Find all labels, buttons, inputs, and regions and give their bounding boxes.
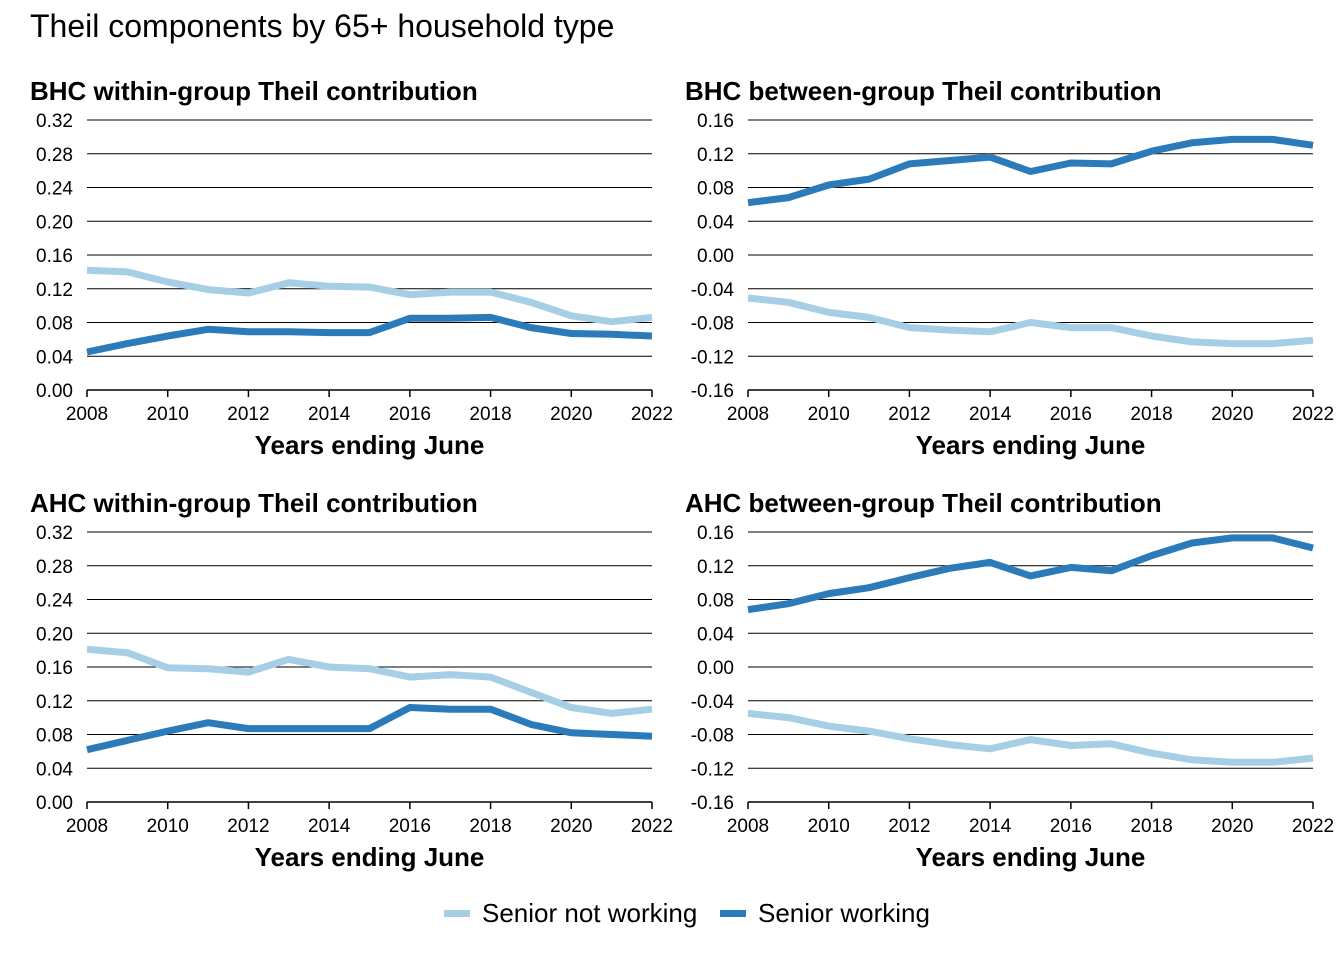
y-tick-label: 0.00 — [697, 658, 734, 679]
chart-title: BHC between-group Theil contribution — [685, 76, 1162, 106]
y-tick-label: 0.04 — [697, 212, 734, 233]
x-tick-label: 2010 — [147, 816, 189, 837]
page-title: Theil components by 65+ household type — [30, 8, 615, 44]
y-tick-label: 0.12 — [697, 145, 734, 166]
y-tick-label: 0.24 — [36, 179, 73, 200]
y-tick-label: 0.16 — [697, 111, 734, 132]
y-tick-label: 0.00 — [697, 246, 734, 267]
x-tick-label: 2016 — [389, 404, 431, 425]
x-axis-label: Years ending June — [916, 842, 1146, 872]
legend-item-senior-not-working: Senior not working — [444, 898, 697, 929]
y-tick-label: 0.08 — [697, 179, 734, 200]
y-tick-label: 0.28 — [36, 557, 73, 578]
x-tick-label: 2012 — [888, 404, 930, 425]
y-tick-label: 0.24 — [36, 591, 73, 612]
x-tick-label: 2022 — [631, 816, 673, 837]
series-line-senior-working — [747, 534, 1314, 614]
y-tick-label: 0.12 — [36, 692, 73, 713]
x-tick-label: 2008 — [66, 404, 108, 425]
y-tick-label: 0.00 — [36, 381, 73, 402]
x-tick-label: 2016 — [1050, 404, 1092, 425]
x-tick-label: 2020 — [550, 816, 592, 837]
x-tick-label: 2008 — [727, 816, 769, 837]
y-tick-label: -0.16 — [691, 381, 734, 402]
x-tick-label: 2022 — [1292, 816, 1334, 837]
x-tick-label: 2022 — [1292, 404, 1334, 425]
series-line-senior-not-working — [86, 645, 653, 717]
y-tick-label: 0.16 — [36, 658, 73, 679]
series-line-senior-working — [747, 135, 1314, 207]
chart-title: AHC within-group Theil contribution — [30, 488, 478, 518]
y-tick-label: 0.04 — [36, 759, 73, 780]
y-tick-label: -0.08 — [691, 726, 734, 747]
x-tick-label: 2020 — [1211, 816, 1253, 837]
x-tick-label: 2020 — [1211, 404, 1253, 425]
x-tick-label: 2016 — [389, 816, 431, 837]
y-tick-label: 0.08 — [697, 591, 734, 612]
x-tick-label: 2016 — [1050, 816, 1092, 837]
y-tick-label: -0.08 — [691, 314, 734, 335]
y-tick-label: 0.28 — [36, 145, 73, 166]
x-tick-label: 2014 — [969, 404, 1012, 425]
y-tick-label: -0.16 — [691, 793, 734, 814]
x-tick-label: 2018 — [1130, 404, 1172, 425]
series-line-senior-not-working — [747, 709, 1314, 766]
y-tick-label: 0.32 — [36, 111, 73, 132]
legend-label: Senior working — [758, 898, 930, 928]
y-tick-label: 0.20 — [36, 212, 73, 233]
y-tick-label: 0.12 — [697, 557, 734, 578]
x-tick-label: 2008 — [727, 404, 769, 425]
chart-title: BHC within-group Theil contribution — [30, 76, 478, 106]
y-tick-label: 0.32 — [36, 523, 73, 544]
y-tick-label: -0.12 — [691, 347, 734, 368]
y-tick-label: 0.12 — [36, 280, 73, 301]
x-axis-label: Years ending June — [255, 430, 485, 460]
series-line-senior-working — [86, 313, 653, 356]
legend-label: Senior not working — [482, 898, 698, 928]
y-tick-label: 0.20 — [36, 624, 73, 645]
y-tick-label: 0.08 — [36, 314, 73, 335]
series-line-senior-working — [86, 704, 653, 754]
x-tick-label: 2014 — [308, 816, 351, 837]
y-tick-label: -0.04 — [691, 692, 735, 713]
chart-title: AHC between-group Theil contribution — [685, 488, 1162, 518]
x-tick-label: 2012 — [227, 816, 269, 837]
x-tick-label: 2020 — [550, 404, 592, 425]
x-tick-label: 2014 — [308, 404, 351, 425]
x-axis-label: Years ending June — [916, 430, 1146, 460]
legend: Senior not working Senior working — [0, 898, 1344, 938]
y-tick-label: 0.16 — [697, 523, 734, 544]
x-tick-label: 2008 — [66, 816, 108, 837]
x-tick-label: 2022 — [631, 404, 673, 425]
y-tick-label: 0.00 — [36, 793, 73, 814]
x-tick-label: 2010 — [147, 404, 189, 425]
y-tick-label: 0.04 — [36, 347, 73, 368]
x-tick-label: 2018 — [1130, 816, 1172, 837]
y-tick-label: 0.04 — [697, 624, 734, 645]
y-tick-label: -0.04 — [691, 280, 735, 301]
x-tick-label: 2018 — [469, 404, 511, 425]
x-tick-label: 2012 — [888, 816, 930, 837]
x-tick-label: 2012 — [227, 404, 269, 425]
y-tick-label: 0.08 — [36, 726, 73, 747]
y-tick-label: -0.12 — [691, 759, 734, 780]
x-axis-label: Years ending June — [255, 842, 485, 872]
x-tick-label: 2018 — [469, 816, 511, 837]
x-tick-label: 2010 — [808, 816, 850, 837]
legend-swatch-senior-working — [720, 910, 746, 917]
legend-swatch-senior-not-working — [444, 910, 470, 917]
series-line-senior-not-working — [86, 266, 653, 326]
legend-item-senior-working: Senior working — [720, 898, 930, 929]
series-line-senior-not-working — [747, 294, 1314, 348]
x-tick-label: 2014 — [969, 816, 1012, 837]
x-tick-label: 2010 — [808, 404, 850, 425]
y-tick-label: 0.16 — [36, 246, 73, 267]
